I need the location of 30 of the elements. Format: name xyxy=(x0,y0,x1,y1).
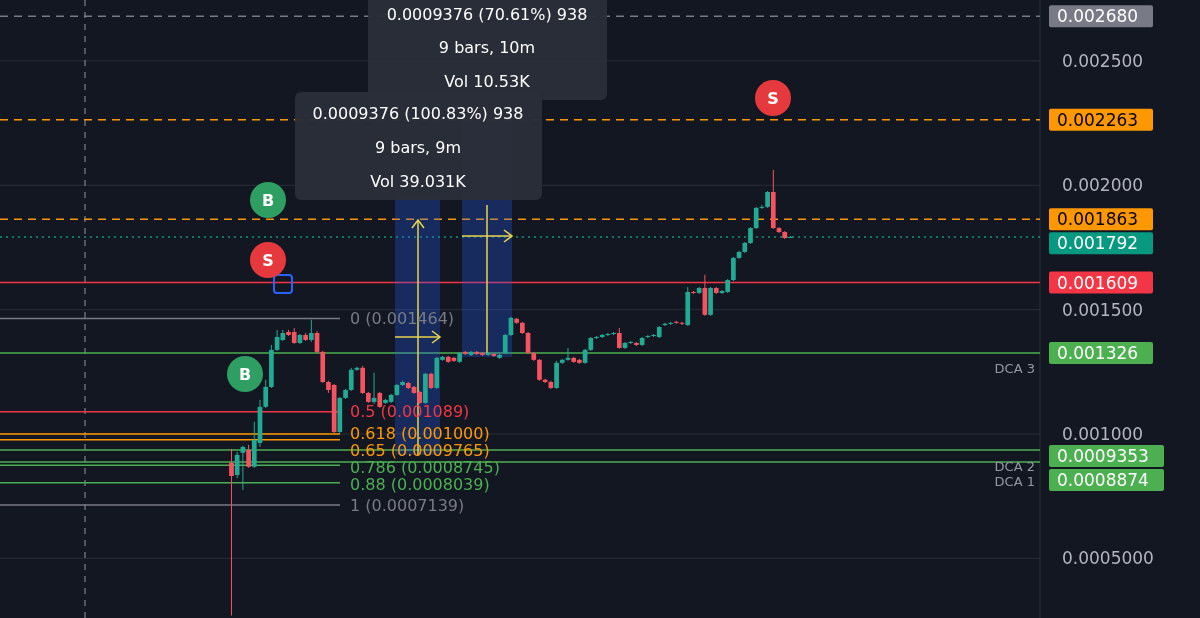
annotation: B xyxy=(238,364,252,384)
ref-line-label: 0.0009353 xyxy=(1057,445,1149,466)
annotation: S xyxy=(767,88,779,108)
annotation: 9 bars, 10m xyxy=(438,37,536,57)
ref-line-label: 0.001792 xyxy=(1057,233,1139,254)
y-tick-label: 0.002500 xyxy=(1062,50,1144,71)
ref-line-label: 0.001326 xyxy=(1057,342,1139,363)
y-tick-label: 0.0005000 xyxy=(1062,548,1154,569)
annotation: DCA 1 xyxy=(994,473,1035,489)
annotation: Vol 39.031K xyxy=(370,171,467,191)
y-tick-label: 0.002000 xyxy=(1062,175,1144,196)
annotation: B xyxy=(261,190,275,210)
y-tick-label: 0.001500 xyxy=(1062,299,1144,320)
annotation: 0.0009376 (100.83%) 938 xyxy=(312,103,524,123)
annotation: 0.786 (0.0008745) xyxy=(350,458,500,478)
annotation: DCA 2 xyxy=(994,458,1035,474)
ref-line-label: 0.002680 xyxy=(1057,6,1139,27)
annotation: S xyxy=(262,250,274,270)
annotation: 0.88 (0.0008039) xyxy=(350,475,490,495)
annotation: Vol 10.53K xyxy=(444,71,531,91)
ref-line-label: 0.0008874 xyxy=(1057,469,1149,490)
annotation: DCA 3 xyxy=(994,361,1035,377)
annotation: 1 (0.0007139) xyxy=(350,495,465,515)
annotation: 9 bars, 9m xyxy=(374,137,462,157)
annotation: 0.65 (0.0009765) xyxy=(350,441,490,461)
annotation: 0.0009376 (70.61%) 938 xyxy=(386,4,588,24)
ref-line-label: 0.001609 xyxy=(1057,272,1139,293)
y-tick-label: 0.001000 xyxy=(1062,423,1144,444)
ref-line-label: 0.001863 xyxy=(1057,209,1139,230)
ref-line-label: 0.002263 xyxy=(1057,109,1139,130)
